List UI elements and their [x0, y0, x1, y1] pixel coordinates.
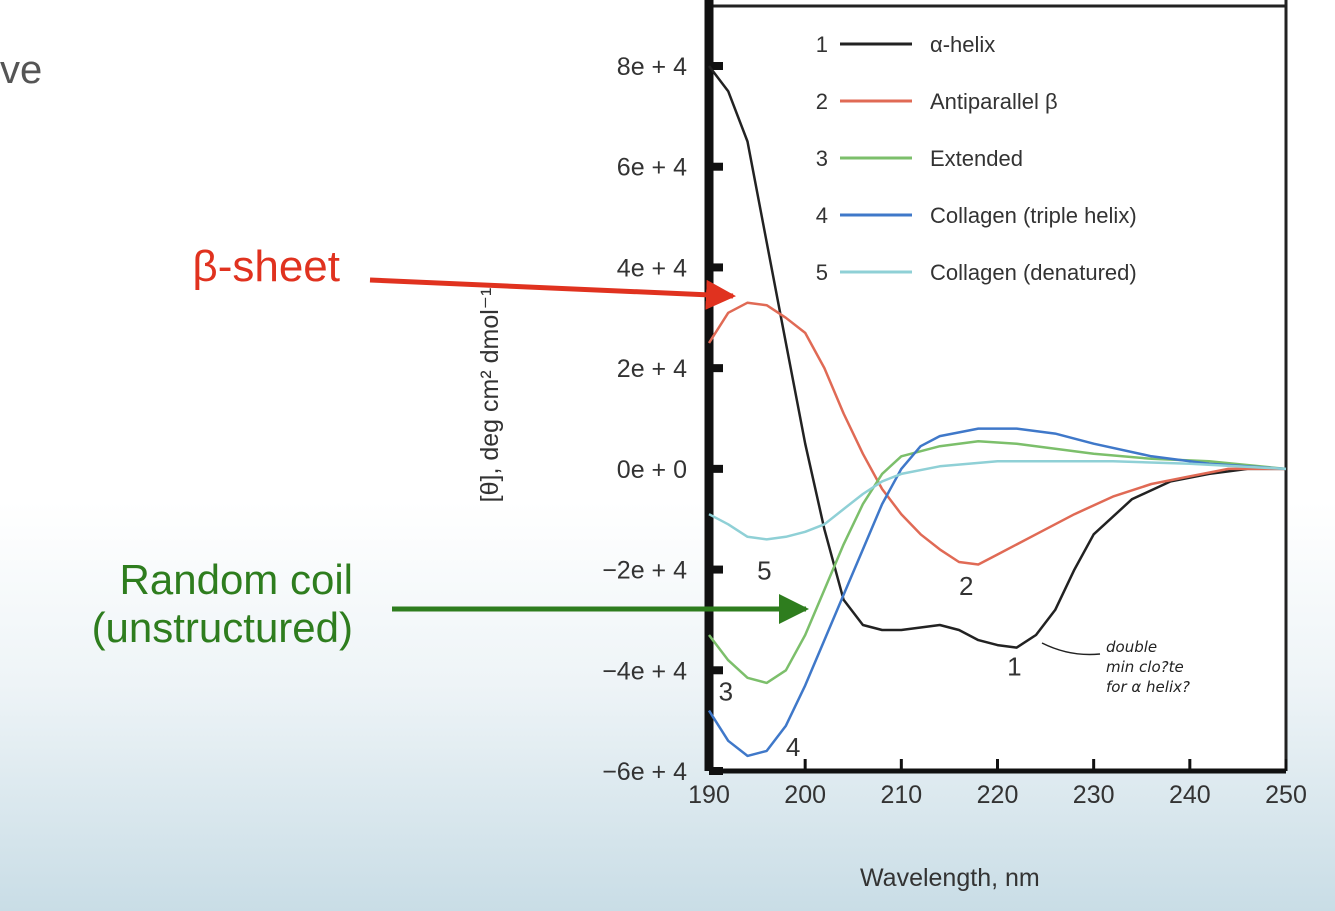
beta-sheet-label: β-sheet: [192, 242, 340, 291]
random-coil-label-line2: (unstructured): [91, 604, 353, 651]
random-coil-label-line1: Random coil: [119, 556, 353, 603]
chart-legend: 1 α-helix 2 Antiparallel β 3 Extended 4 Collage…: [816, 32, 1137, 285]
x-tick-label: 230: [1073, 781, 1115, 809]
series-number-2: 2: [959, 571, 973, 601]
x-tick-label: 250: [1265, 781, 1307, 809]
y-axis-title: [θ], deg cm² dmol⁻¹: [476, 288, 504, 503]
y-tick-label: −6e + 4: [602, 758, 687, 786]
legend-entry: Collagen (triple helix): [930, 203, 1137, 228]
series-number-labels: 1 2 3 4 5: [719, 556, 1022, 762]
y-axis-ticks: 8e + 4 6e + 4 4e + 4 2e + 4 0e + 0 −2e + 4 −4e…: [602, 53, 723, 786]
y-tick-label: 4e + 4: [617, 254, 687, 282]
legend-entry: α-helix: [930, 32, 995, 57]
series-number-3: 3: [719, 677, 733, 707]
series-line-2: [707, 301, 1286, 566]
y-tick-label: −4e + 4: [602, 657, 687, 685]
handwritten-note-line2: min clo?te: [1106, 658, 1184, 676]
handwritten-note-line1: double: [1106, 638, 1157, 656]
series-lines: [707, 65, 1287, 758]
legend-entry: Antiparallel β: [930, 89, 1058, 114]
series-number-4: 4: [786, 732, 800, 762]
series-number-1: 1: [1007, 651, 1021, 681]
series-number-5: 5: [757, 556, 771, 586]
x-tick-label: 190: [688, 781, 730, 809]
x-axis-ticks: 190 200 210 220 230 240 250: [688, 759, 1307, 809]
slide-text-fragment: ve: [0, 48, 43, 92]
series-line-1: [708, 65, 1286, 649]
legend-number: 4: [816, 203, 828, 228]
x-axis-title: Wavelength, nm: [860, 864, 1040, 892]
x-tick-label: 240: [1169, 781, 1211, 809]
legend-entry: Extended: [930, 146, 1023, 171]
x-tick-label: 220: [977, 781, 1019, 809]
y-tick-label: 6e + 4: [617, 154, 687, 182]
handwritten-note-line3: for α helix?: [1106, 678, 1190, 696]
x-tick-label: 200: [784, 781, 826, 809]
series-line-4: [707, 427, 1287, 758]
series-line-3: [708, 439, 1287, 685]
legend-number: 3: [816, 146, 828, 171]
legend-number: 5: [816, 260, 828, 285]
random-coil-label: Random coil (unstructured): [92, 556, 353, 652]
legend-number: 1: [816, 32, 828, 57]
beta-sheet-arrow: [369, 277, 736, 310]
plot-area: [709, 0, 1286, 771]
legend-entry: Collagen (denatured): [930, 260, 1137, 285]
x-tick-label: 210: [880, 781, 922, 809]
y-tick-label: 0e + 0: [617, 456, 687, 484]
y-tick-label: 2e + 4: [617, 355, 687, 383]
series-line-5: [708, 460, 1287, 541]
legend-number: 2: [816, 89, 828, 114]
y-tick-label: −2e + 4: [602, 557, 687, 585]
note-pointer: [1041, 642, 1101, 656]
y-tick-label: 8e + 4: [617, 53, 687, 81]
